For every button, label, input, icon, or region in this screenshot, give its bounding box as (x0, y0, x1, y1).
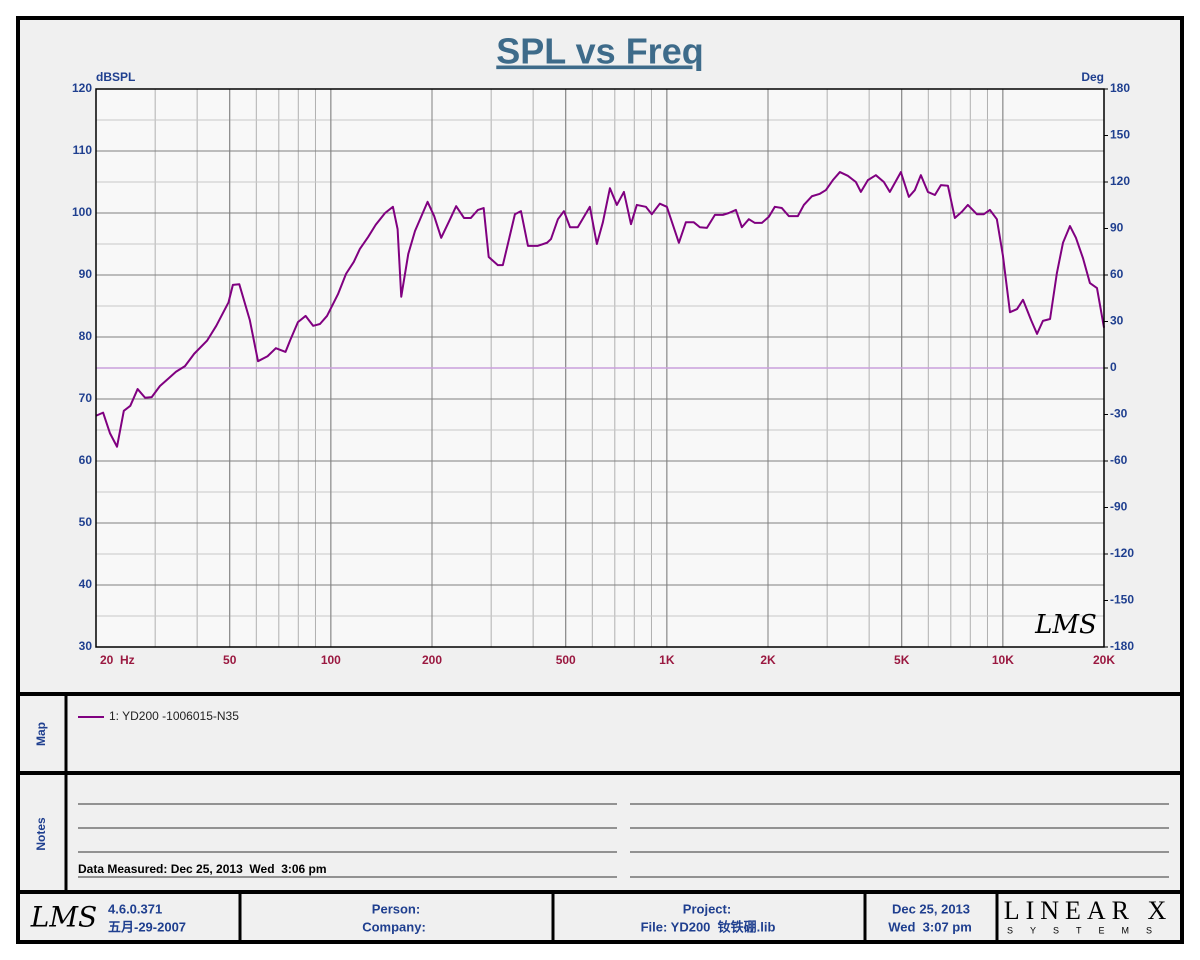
y2-tick-label: 120 (1110, 174, 1130, 188)
y-tick-label: 80 (79, 329, 93, 343)
legend-label: 1: YD200 -1006015-N35 (109, 709, 239, 723)
version: 4.6.0.371 (108, 901, 162, 916)
notes-label: Notes (34, 817, 48, 851)
x-tick-label: 10K (992, 653, 1014, 667)
y2-tick-label: 0 (1110, 360, 1117, 374)
x-tick-label: 2K (760, 653, 776, 667)
y2-axis-label: Deg (1081, 70, 1104, 84)
brand-sub: SYSTEMS (1007, 925, 1169, 935)
note-lines (78, 803, 1169, 878)
y2-tick-label: 90 (1110, 221, 1124, 235)
y2-tick-label: 150 (1110, 128, 1130, 142)
y-tick-label: 40 (79, 577, 93, 591)
measured-note: Data Measured: Dec 25, 2013 Wed 3:06 pm (78, 862, 327, 876)
y-axis-label: dBSPL (96, 70, 135, 84)
y-tick-label: 30 (79, 639, 93, 653)
x-tick-label: 100 (321, 653, 341, 667)
y-tick-label: 90 (79, 267, 93, 281)
project: Project: (683, 901, 731, 916)
y2-tick-label: -120 (1110, 546, 1134, 560)
footer-logo: LMS (30, 901, 97, 934)
y2-tick-label: -30 (1110, 407, 1128, 421)
y2-tick-label: 30 (1110, 314, 1124, 328)
y-tick-label: 60 (79, 453, 93, 467)
y2-tick-label: 60 (1110, 267, 1124, 281)
x-tick-label: 500 (556, 653, 576, 667)
legend: 1: YD200 -1006015-N35 (78, 709, 239, 723)
x-tick-label: 1K (659, 653, 675, 667)
marks (95, 171, 1105, 448)
y2-tick-label: -150 (1110, 593, 1134, 607)
series-line (95, 171, 1105, 448)
y-tick-label: 100 (72, 205, 92, 219)
y2-tick-label: -60 (1110, 453, 1128, 467)
watermark: LMS (1034, 610, 1097, 640)
y-tick-label: 50 (79, 515, 93, 529)
date: Dec 25, 2013 (892, 901, 970, 916)
x-tick-label: 50 (223, 653, 237, 667)
y-tick-label: 110 (73, 143, 93, 157)
chart-title: SPL vs Freq (496, 31, 703, 72)
x-tick-label: 20K (1093, 653, 1115, 667)
x-tick-label: 200 (422, 653, 442, 667)
y-tick-label: 120 (72, 81, 92, 95)
map-label: Map (34, 722, 48, 746)
company: Company: (362, 919, 426, 934)
y2-tick-label: -90 (1110, 500, 1128, 514)
build-date: 五月-29-2007 (108, 919, 186, 934)
person: Person: (372, 901, 420, 916)
x-tick-label: 5K (894, 653, 910, 667)
file: File: YD200 钕铁硼.lib (641, 919, 776, 934)
x-tick-label: 20 Hz (100, 653, 135, 667)
y-tick-label: 70 (79, 391, 93, 405)
brand: LINEAR X (1004, 896, 1173, 925)
y2-tick-label: 180 (1110, 81, 1130, 95)
y2-tick-label: -180 (1110, 639, 1134, 653)
time: Wed 3:07 pm (888, 919, 972, 934)
